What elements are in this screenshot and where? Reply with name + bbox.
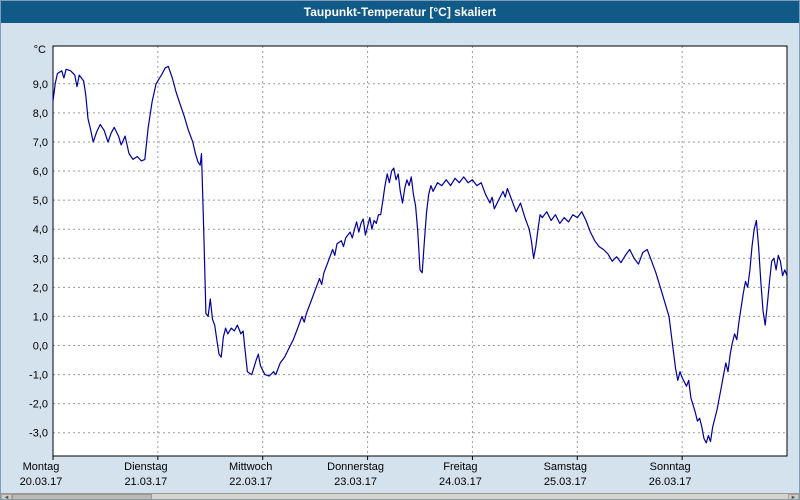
plot-background bbox=[53, 46, 787, 456]
y-tick-label: 3,0 bbox=[33, 253, 48, 265]
y-axis-unit-label: °C bbox=[34, 44, 46, 56]
y-tick-label: 9,0 bbox=[33, 79, 48, 91]
x-day-name-label: Freitag bbox=[443, 461, 477, 473]
series-line bbox=[52, 65, 788, 444]
y-tick-label: 5,0 bbox=[33, 195, 48, 207]
scrollbar-thumb[interactable] bbox=[12, 494, 152, 499]
scroll-right-button[interactable]: ► bbox=[788, 494, 799, 499]
plot-border bbox=[52, 45, 788, 457]
horizontal-scrollbar[interactable]: ◄ ► bbox=[1, 493, 799, 499]
x-day-date-label: 26.03.17 bbox=[649, 476, 692, 488]
y-tick-label: 4,0 bbox=[33, 224, 48, 236]
line-chart: 9,0 8,0 7,0 6,0 5,0 4,0 3,0 2,0 1,0 0,0 -1,0 -2,0 -3… bbox=[20, 44, 788, 488]
x-day-date-label: 22.03.17 bbox=[229, 476, 272, 488]
y-tick-label: -2,0 bbox=[29, 399, 48, 411]
x-day-date-label: 20.03.17 bbox=[20, 476, 63, 488]
y-tick-label: 7,0 bbox=[33, 137, 48, 149]
x-day-date-label: 25.03.17 bbox=[544, 476, 587, 488]
x-day-name-label: Montag bbox=[23, 461, 60, 473]
y-tick-label: 8,0 bbox=[33, 108, 48, 120]
x-day-name-label: Sonntag bbox=[650, 461, 691, 473]
x-day-name-label: Donnerstag bbox=[327, 461, 384, 473]
x-day-date-label: 21.03.17 bbox=[124, 476, 167, 488]
x-day-name-label: Dienstag bbox=[124, 461, 167, 473]
y-tick-label: 0,0 bbox=[33, 341, 48, 353]
window-title: Taupunkt-Temperatur [°C] skaliert bbox=[303, 5, 497, 19]
y-tick-label: 6,0 bbox=[33, 166, 48, 178]
y-tick-label: -3,0 bbox=[29, 428, 48, 440]
x-day-name-label: Mittwoch bbox=[229, 461, 272, 473]
x-day-date-label: 23.03.17 bbox=[334, 476, 377, 488]
window-titlebar: Taupunkt-Temperatur [°C] skaliert bbox=[1, 1, 799, 23]
chart-area: 9,0 8,0 7,0 6,0 5,0 4,0 3,0 2,0 1,0 0,0 -1,0 -2,0 -3… bbox=[1, 23, 799, 493]
y-tick-label: -1,0 bbox=[29, 370, 48, 382]
scroll-left-button[interactable]: ◄ bbox=[1, 494, 12, 499]
scrollbar-track[interactable] bbox=[12, 494, 788, 499]
y-tick-label: 1,0 bbox=[33, 311, 48, 323]
x-day-name-label: Samstag bbox=[544, 461, 587, 473]
y-tick-label: 2,0 bbox=[33, 282, 48, 294]
x-day-date-label: 24.03.17 bbox=[439, 476, 482, 488]
